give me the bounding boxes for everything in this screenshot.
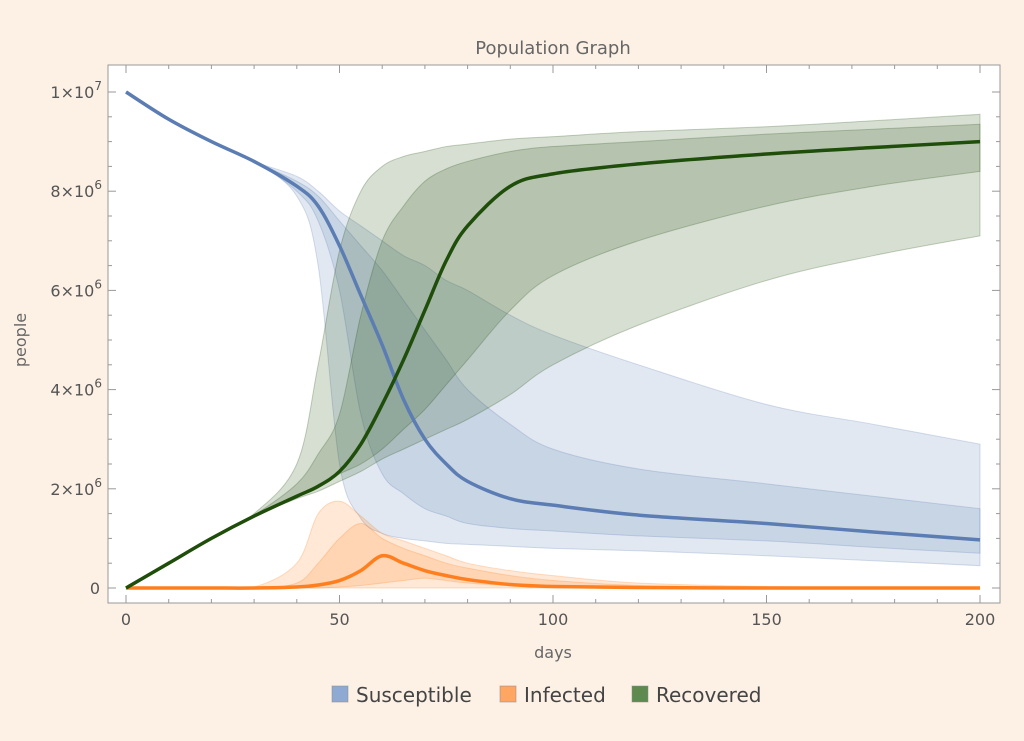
y-tick-label: 1×107 xyxy=(50,79,102,102)
infected-line xyxy=(125,553,980,590)
y-axis-label: people xyxy=(11,313,30,367)
susceptible-inner-band xyxy=(125,91,981,554)
legend-swatch xyxy=(499,685,517,703)
y-tick-label: 0 xyxy=(90,579,100,598)
x-tick-label: 200 xyxy=(965,610,996,629)
legend-item-susceptible: Susceptible xyxy=(331,683,472,707)
ticks-layer: 0 50 100 150 200 0 2×106 4×106 6×106 8×106 1×107 xyxy=(50,65,1000,629)
x-tick-label: 0 xyxy=(121,610,131,629)
chart-title: Population Graph xyxy=(475,38,631,59)
x-axis-label: days xyxy=(534,643,572,662)
legend: Susceptible Infected Recovered xyxy=(331,683,761,707)
y-tick-label: 2×106 xyxy=(50,476,102,499)
legend-label: Susceptible xyxy=(356,683,472,707)
x-tick-label: 50 xyxy=(329,610,349,629)
y-tick-label: 8×106 xyxy=(50,178,102,201)
x-tick-label: 100 xyxy=(538,610,569,629)
lines-layer xyxy=(125,90,981,590)
legend-label: Recovered xyxy=(656,683,761,707)
susceptible-line xyxy=(125,90,981,542)
legend-swatch xyxy=(331,685,349,703)
legend-swatch xyxy=(631,685,649,703)
plot-frame xyxy=(107,64,1001,604)
x-tick-label: 150 xyxy=(751,610,782,629)
legend-label: Infected xyxy=(524,683,606,707)
recovered-line xyxy=(125,139,981,590)
y-tick-label: 6×106 xyxy=(50,277,102,300)
legend-item-recovered: Recovered xyxy=(631,683,761,707)
legend-item-infected: Infected xyxy=(499,683,606,707)
susceptible-outer-band xyxy=(125,91,981,567)
y-tick-label: 4×106 xyxy=(50,377,102,400)
